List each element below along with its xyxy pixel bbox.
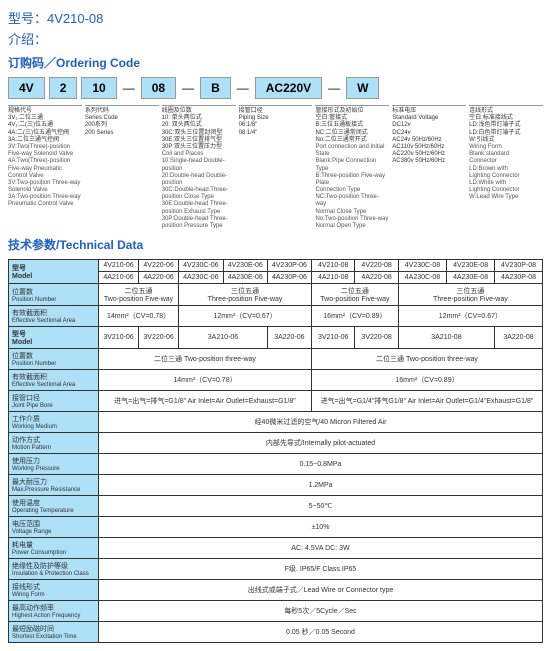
spec-label: 接线形式Wiring Form — [9, 580, 99, 601]
spec-label: 最大耐压力Max.Pressure Resistance — [9, 475, 99, 496]
spec-value: 0.15~0.8MPa — [99, 454, 543, 475]
spec-value: 每秒5次／5Cycle／Sec — [99, 601, 543, 622]
ordering-title: 订购码／Ordering Code — [8, 54, 543, 71]
spec-label: 使用温度Operating Temperature — [9, 496, 99, 517]
spec-value: F级. IP65/F Class.IP65 — [99, 559, 543, 580]
code-6: W — [346, 77, 379, 99]
spec-value: 经40微米过滤的空气/40 Micron Filtered Air — [99, 412, 543, 433]
spec-value: 内部先导式/Internally pilot-actuated — [99, 433, 543, 454]
spec-label: 电压范围Voltage Range — [9, 517, 99, 538]
spec-value: 1.2MPa — [99, 475, 543, 496]
spec-value: 0.05 秒／0.05 Second — [99, 622, 543, 643]
ordering-descriptions: 规格代号 3V₁:二位三通 4V₁:二(三)位五通 4A:二(三)位五通气控阀 … — [8, 105, 543, 230]
spec-label: 耗电量Power Consumption — [9, 538, 99, 559]
spec-label: 绝缘性及防护等级Insulation & Protection Class — [9, 559, 99, 580]
tech-title: 技术参数/Technical Data — [8, 236, 543, 253]
spec-value: AC: 4.5VA DC: 3W — [99, 538, 543, 559]
ordering-codes: 4V 2 10— 08— B— AC220V— W — [8, 77, 543, 99]
code-1: 2 — [49, 77, 78, 99]
spec-value: 5~50℃ — [99, 496, 543, 517]
spec-label: 使用压力Working Pressure — [9, 454, 99, 475]
spec-label: 工作介质Working Medium — [9, 412, 99, 433]
code-2: 10 — [81, 77, 116, 99]
model-label: 型号： — [8, 11, 47, 26]
code-5: AC220V — [255, 77, 322, 99]
tech-table: 型号Model 4V210-064V220-064V230C-064V230E-… — [8, 259, 543, 643]
intro-label: 介绍： — [8, 29, 543, 48]
spec-value: 出线式或端子式／Lead Wire or Connector type — [99, 580, 543, 601]
code-0: 4V — [8, 77, 45, 99]
code-3: 08 — [141, 77, 176, 99]
spec-value: ±10% — [99, 517, 543, 538]
model-value: 4V210-08 — [47, 11, 103, 26]
spec-label: 最高动作频率Highest Action Frequency — [9, 601, 99, 622]
code-4: B — [200, 77, 231, 99]
spec-label: 最短励磁时间Shortest Excitation Time — [9, 622, 99, 643]
spec-label: 动作方式Motion Pattern — [9, 433, 99, 454]
